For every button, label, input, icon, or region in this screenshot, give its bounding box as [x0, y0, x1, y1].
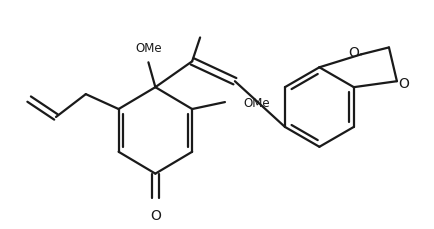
- Text: O: O: [349, 46, 360, 60]
- Text: O: O: [150, 209, 161, 222]
- Text: O: O: [398, 77, 409, 91]
- Text: OMe: OMe: [244, 96, 270, 109]
- Text: OMe: OMe: [135, 42, 162, 55]
